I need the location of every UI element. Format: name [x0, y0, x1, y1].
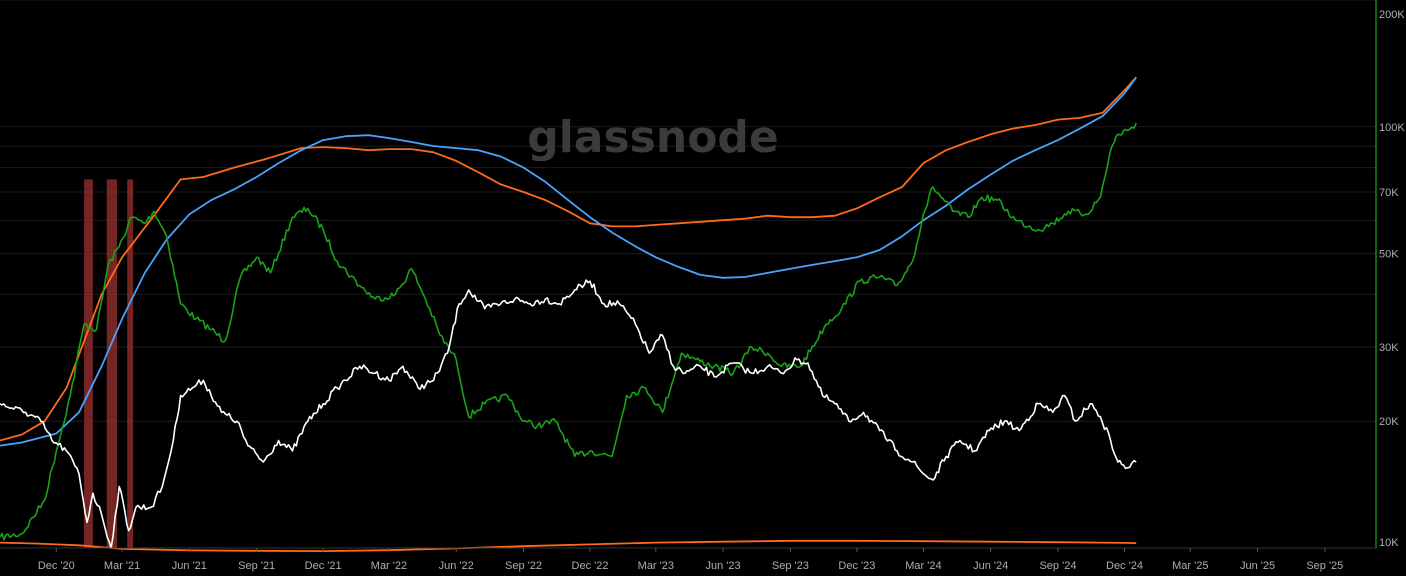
x-tick-label: Jun '25: [1240, 560, 1275, 572]
grid: [0, 0, 1376, 549]
x-tick-label: Jun '22: [439, 560, 474, 572]
x-tick-label: Sep '22: [505, 560, 542, 572]
x-tick-label: Jun '24: [973, 560, 1008, 572]
x-tick-label: Jun '23: [706, 560, 741, 572]
x-axis-ticks: Dec '20 Mar '21 Jun '21 Sep '21 Dec '21 Mar '…: [38, 548, 1343, 572]
x-tick-label: Mar '24: [905, 560, 941, 572]
highlight-bands: [84, 179, 134, 548]
x-tick-label: Dec '21: [305, 560, 342, 572]
series-line-1: [0, 76, 1137, 442]
y-tick-label: 10K: [1379, 537, 1399, 549]
y-tick-label: 100K: [1379, 122, 1405, 134]
series-line-3: [0, 122, 1137, 541]
y-tick-label: 50K: [1379, 249, 1399, 261]
highlight-band: [127, 179, 134, 548]
y-tick-label: 30K: [1379, 342, 1399, 354]
y-tick-label: 70K: [1379, 187, 1399, 199]
series-line-2: [0, 76, 1137, 447]
x-tick-label: Sep '25: [1306, 560, 1343, 572]
watermark: glassnode: [527, 112, 779, 163]
x-tick-label: Sep '23: [772, 560, 809, 572]
series-lines: [0, 76, 1137, 552]
x-tick-label: Mar '22: [371, 560, 407, 572]
y-tick-label: 200K: [1379, 9, 1405, 21]
x-tick-label: Mar '23: [638, 560, 674, 572]
y-axis-ticks: 10K 20K 30K 50K 70K 100K 200K: [1379, 9, 1405, 549]
x-tick-label: Dec '23: [838, 560, 875, 572]
highlight-band: [106, 179, 117, 548]
y-tick-label: 20K: [1379, 416, 1399, 428]
series-line-4: [0, 279, 1137, 549]
x-tick-label: Jun '21: [172, 560, 207, 572]
x-tick-label: Dec '20: [38, 560, 75, 572]
highlight-band: [84, 179, 93, 548]
series-line-0: [0, 539, 1137, 552]
x-tick-label: Dec '24: [1106, 560, 1143, 572]
x-tick-label: Sep '24: [1039, 560, 1076, 572]
x-tick-label: Mar '25: [1172, 560, 1208, 572]
x-tick-label: Mar '21: [104, 560, 140, 572]
x-tick-label: Dec '22: [572, 560, 609, 572]
x-tick-label: Sep '21: [238, 560, 275, 572]
